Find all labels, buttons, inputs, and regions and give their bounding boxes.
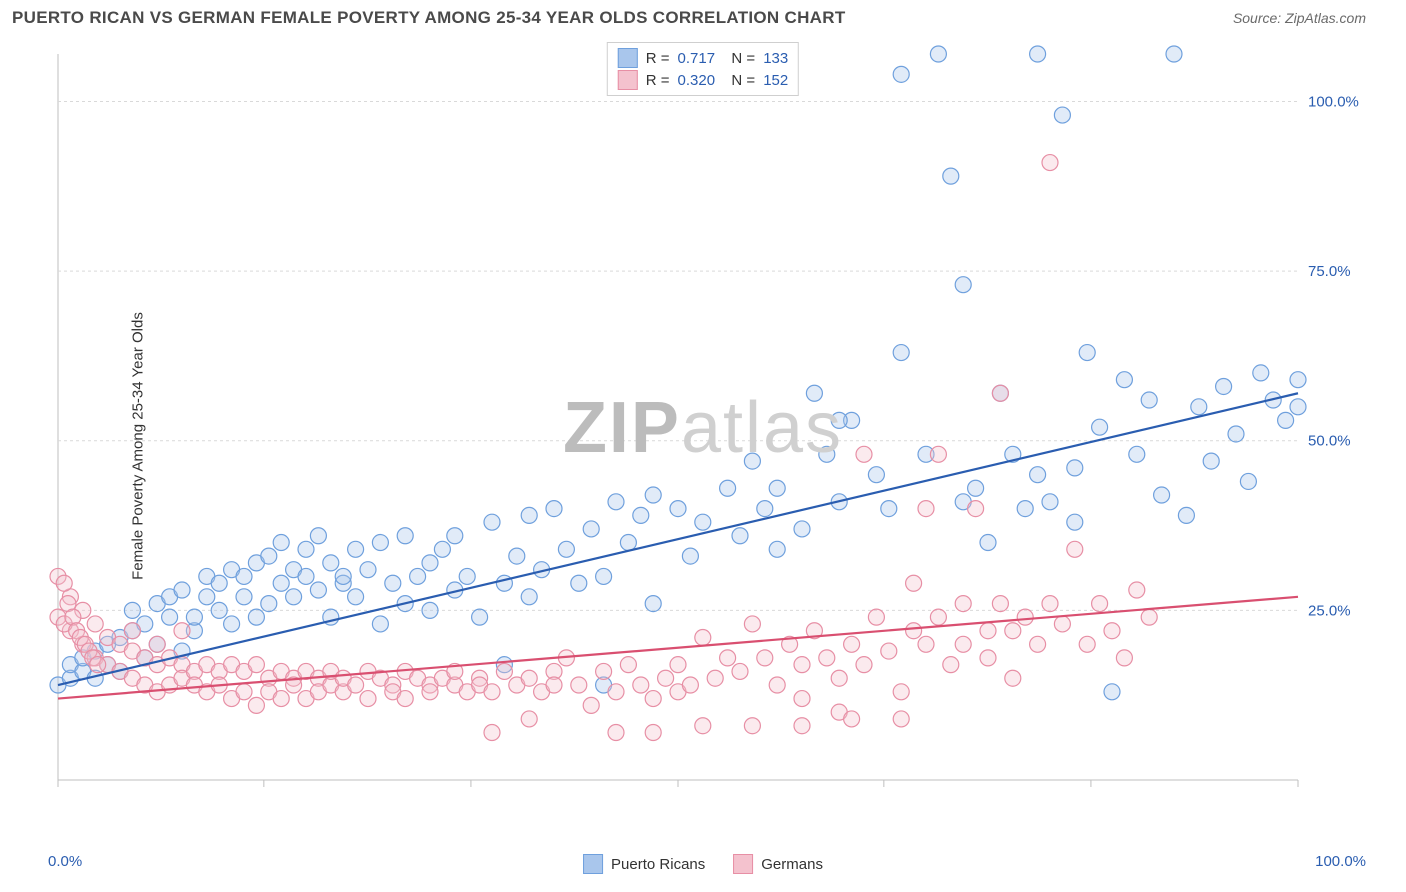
chart-container: 25.0% 50.0% 75.0% 100.0% [48, 40, 1368, 820]
legend-row-pr: R = 0.717 N = 133 [618, 47, 788, 69]
svg-text:50.0%: 50.0% [1308, 433, 1351, 450]
n-value-pr: 133 [763, 50, 788, 67]
chart-title: PUERTO RICAN VS GERMAN FEMALE POVERTY AM… [12, 8, 846, 28]
legend-item-pr: Puerto Ricans [583, 854, 705, 874]
series-legend: Puerto Ricans Germans [583, 854, 823, 874]
r-value-pr: 0.717 [678, 50, 716, 67]
legend-item-de: Germans [733, 854, 823, 874]
x-axis-min-label: 0.0% [48, 853, 82, 870]
scatter-chart: 25.0% 50.0% 75.0% 100.0% [48, 40, 1368, 820]
x-axis-max-label: 100.0% [1315, 853, 1366, 870]
svg-text:75.0%: 75.0% [1308, 263, 1351, 280]
source-attribution: Source: ZipAtlas.com [1233, 10, 1366, 26]
svg-text:25.0%: 25.0% [1308, 602, 1351, 619]
series-name-de: Germans [761, 856, 823, 873]
legend-swatch-pr [618, 48, 638, 68]
svg-text:100.0%: 100.0% [1308, 93, 1359, 110]
series-name-pr: Puerto Ricans [611, 856, 705, 873]
legend-swatch-de-bottom [733, 854, 753, 874]
correlation-legend: R = 0.717 N = 133 R = 0.320 N = 152 [607, 42, 799, 96]
legend-swatch-pr-bottom [583, 854, 603, 874]
legend-swatch-de [618, 70, 638, 90]
n-value-de: 152 [763, 72, 788, 89]
r-value-de: 0.320 [678, 72, 716, 89]
legend-row-de: R = 0.320 N = 152 [618, 69, 788, 91]
